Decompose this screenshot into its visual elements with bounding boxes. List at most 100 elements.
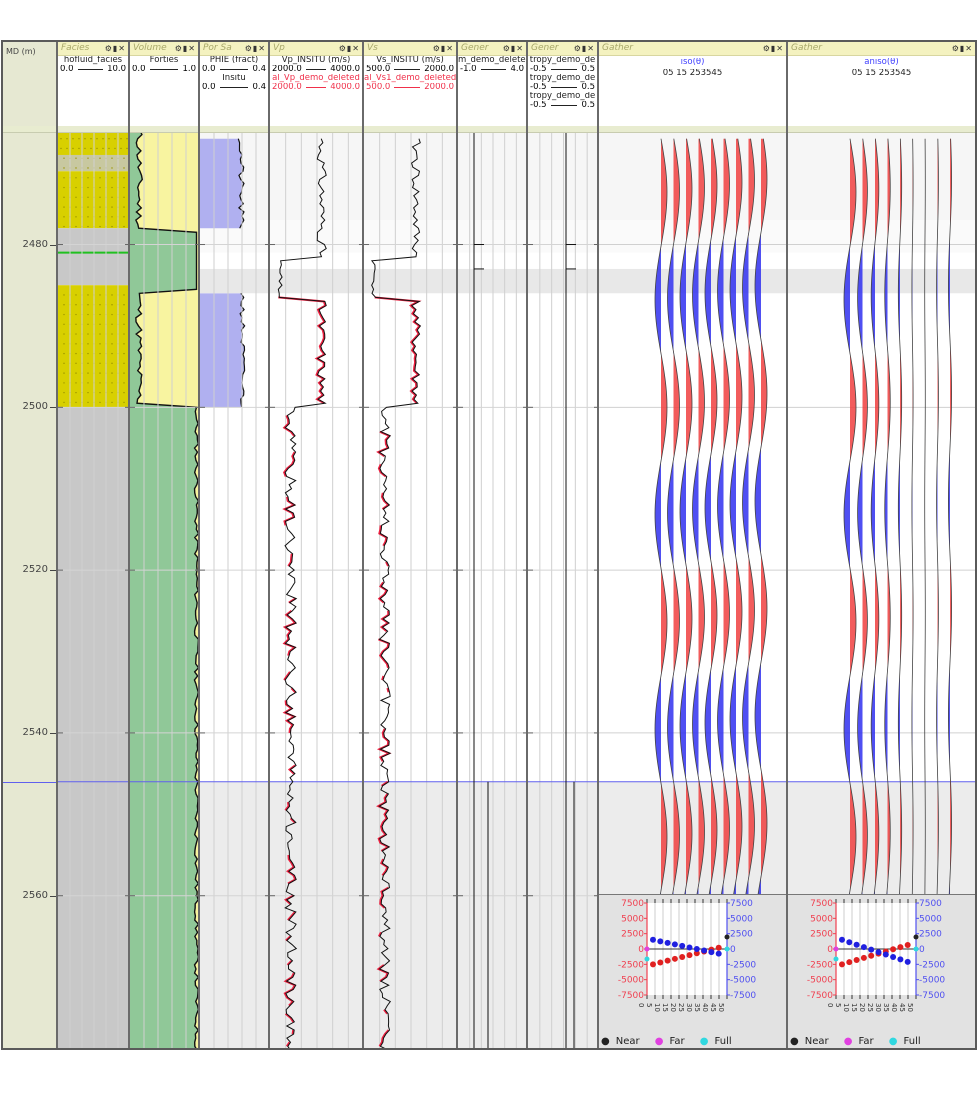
facies-track-body[interactable] bbox=[58, 133, 128, 1048]
svg-text:45: 45 bbox=[898, 1003, 906, 1012]
track-title-bar[interactable]: Facies ⚙▮✕ bbox=[58, 42, 128, 56]
svg-text:35: 35 bbox=[882, 1003, 890, 1012]
curve-scale: 500.0 2000.0 bbox=[366, 65, 454, 74]
gather-aniso-body[interactable]: 7500 7500 5000 5000 2500 2500 0 0 -2500 -2500 -500… bbox=[788, 133, 975, 1048]
svg-text:10: 10 bbox=[653, 1003, 661, 1012]
facies-track: Facies ⚙▮✕ hofluid_facies 0.0 10.0 bbox=[58, 42, 130, 1048]
track-title-bar[interactable]: Gener ⚙▮✕ bbox=[458, 42, 526, 56]
track-title-bar[interactable]: Por Sa ⚙▮✕ bbox=[200, 42, 268, 56]
track-title: Gather bbox=[602, 43, 633, 53]
svg-text:7500: 7500 bbox=[730, 899, 753, 909]
svg-text:5000: 5000 bbox=[919, 914, 942, 924]
svg-text:-2500: -2500 bbox=[807, 960, 833, 970]
track-controls-icons[interactable]: ⚙▮✕ bbox=[762, 44, 784, 53]
depth-tick bbox=[50, 407, 56, 409]
svg-text:-5000: -5000 bbox=[618, 976, 644, 986]
track-controls-icons[interactable]: ⚙▮✕ bbox=[338, 44, 360, 53]
depth-axis[interactable]: 2480250025202540256025802600262026402660… bbox=[3, 133, 56, 1048]
gen1-track-body[interactable] bbox=[458, 133, 526, 1048]
crossplot-iso[interactable]: 7500 7500 5000 5000 2500 2500 0 0 -2500 -2500 -500… bbox=[599, 894, 786, 1048]
header-separator bbox=[130, 126, 198, 133]
header-separator bbox=[528, 126, 597, 133]
track-controls-icons[interactable]: ⚙▮✕ bbox=[432, 44, 454, 53]
md-depth-track: MD (m) 248025002520254025602580260026202… bbox=[3, 42, 58, 1048]
svg-text:15: 15 bbox=[850, 1003, 858, 1012]
svg-text:-2500: -2500 bbox=[618, 960, 644, 970]
gen1-track-header[interactable]: Gener ⚙▮✕ m_demo_deleted -1.0 4.0 bbox=[458, 42, 526, 127]
md-track-header: MD (m) bbox=[3, 42, 56, 127]
curve-name: Vp_INSITU (m/s) bbox=[281, 56, 351, 65]
curve-scale: 0.0 0.4 bbox=[202, 83, 266, 92]
curve-name: tropy_demo_de bbox=[529, 74, 596, 83]
vp-track-header[interactable]: Vp ⚙▮✕ Vp_INSITU (m/s) 2000.0 4000.0 al_Vp… bbox=[270, 42, 362, 127]
track-title-bar[interactable]: Vs ⚙▮✕ bbox=[364, 42, 456, 56]
header-separator bbox=[599, 126, 786, 133]
track-title-bar[interactable]: Vp ⚙▮✕ bbox=[270, 42, 362, 56]
porsat-track-body[interactable] bbox=[200, 133, 268, 1048]
well-log-viewer: MD (m) 248025002520254025602580260026202… bbox=[1, 40, 977, 1050]
track-title-bar[interactable]: Gather ⚙▮✕ bbox=[788, 42, 975, 56]
svg-text:5000: 5000 bbox=[621, 914, 644, 924]
gather-iso-header[interactable]: Gather ⚙▮✕ iso(θ) 05 15 253545 bbox=[599, 42, 786, 127]
curve-name: Vs_INSITU (m/s) bbox=[376, 56, 444, 65]
track-title-bar[interactable]: Gener ⚙▮✕ bbox=[528, 42, 597, 56]
porsat-track-header[interactable]: Por Sa ⚙▮✕ PHIE (fract) 0.0 0.4 Insitu 0.0… bbox=[200, 42, 268, 127]
svg-text:0: 0 bbox=[827, 945, 833, 955]
svg-text:-5000: -5000 bbox=[730, 976, 756, 986]
track-title-bar[interactable]: Gather ⚙▮✕ bbox=[599, 42, 786, 56]
track-title: Vs bbox=[367, 43, 378, 53]
header-separator bbox=[3, 126, 56, 133]
svg-text:30: 30 bbox=[874, 1003, 882, 1012]
track-controls-icons[interactable]: ⚙▮✕ bbox=[174, 44, 196, 53]
svg-text:2500: 2500 bbox=[730, 930, 753, 940]
track-title: Vp bbox=[273, 43, 285, 53]
track-controls-icons[interactable]: ⚙▮✕ bbox=[104, 44, 126, 53]
facies-track-header[interactable]: Facies ⚙▮✕ hofluid_facies 0.0 10.0 bbox=[58, 42, 128, 127]
track-title: Volume bbox=[133, 43, 167, 53]
header-separator bbox=[270, 126, 362, 133]
svg-text:-2500: -2500 bbox=[730, 960, 756, 970]
svg-text:5: 5 bbox=[645, 1003, 653, 1007]
svg-text:-7500: -7500 bbox=[618, 991, 644, 1001]
svg-text:40: 40 bbox=[890, 1003, 898, 1012]
svg-text:5000: 5000 bbox=[730, 914, 753, 924]
track-title-bar[interactable]: Volume ⚙▮✕ bbox=[130, 42, 198, 56]
header-separator bbox=[788, 126, 975, 133]
curve-scale: 500.0 2000.0 bbox=[366, 83, 454, 92]
track-controls-icons[interactable]: ⚙▮✕ bbox=[573, 44, 595, 53]
curve-name: hofluid_facies bbox=[63, 56, 123, 65]
volume-track-header[interactable]: Volume ⚙▮✕ Forties 0.0 1.0 bbox=[130, 42, 198, 127]
track-controls-icons[interactable]: ⚙▮✕ bbox=[244, 44, 266, 53]
crossplot-aniso[interactable]: 7500 7500 5000 5000 2500 2500 0 0 -2500 -2500 -500… bbox=[788, 894, 975, 1048]
vp-track: Vp ⚙▮✕ Vp_INSITU (m/s) 2000.0 4000.0 al_Vp… bbox=[270, 42, 364, 1048]
vs-track-body[interactable] bbox=[364, 133, 456, 1048]
gather-aniso-header[interactable]: Gather ⚙▮✕ aniso(θ) 05 15 253545 bbox=[788, 42, 975, 127]
svg-text:2500: 2500 bbox=[621, 930, 644, 940]
svg-text:10: 10 bbox=[842, 1003, 850, 1012]
volume-track-body[interactable] bbox=[130, 133, 198, 1048]
vs-track-header[interactable]: Vs ⚙▮✕ Vs_INSITU (m/s) 500.0 2000.0 al_Vs1… bbox=[364, 42, 456, 127]
svg-text:-2500: -2500 bbox=[919, 960, 945, 970]
track-title: Gather bbox=[791, 43, 822, 53]
gather-iso-body[interactable]: 7500 7500 5000 5000 2500 2500 0 0 -2500 -2500 -500… bbox=[599, 133, 786, 1048]
depth-tick-label: 2520 bbox=[22, 564, 48, 576]
svg-text:7500: 7500 bbox=[810, 899, 833, 909]
svg-text:40: 40 bbox=[701, 1003, 709, 1012]
svg-text:-7500: -7500 bbox=[730, 991, 756, 1001]
curve-scale: -0.5 0.5 bbox=[530, 65, 595, 74]
svg-text:25: 25 bbox=[866, 1003, 874, 1012]
track-controls-icons[interactable]: ⚙▮✕ bbox=[951, 44, 973, 53]
track-title: Facies bbox=[61, 43, 90, 53]
vp-track-body[interactable] bbox=[270, 133, 362, 1048]
gen2-track-header[interactable]: Gener ⚙▮✕ tropy_demo_de -0.5 0.5 tropy_dem… bbox=[528, 42, 597, 127]
svg-text:2500: 2500 bbox=[919, 930, 942, 940]
gen2-track-body[interactable] bbox=[528, 133, 597, 1048]
track-title: Por Sa bbox=[203, 43, 232, 53]
track-controls-icons[interactable]: ⚙▮✕ bbox=[502, 44, 524, 53]
depth-tick-label: 2560 bbox=[22, 889, 48, 901]
curve-name: tropy_demo_de bbox=[529, 56, 596, 65]
depth-tick bbox=[50, 570, 56, 572]
generic-track-1: Gener ⚙▮✕ m_demo_deleted -1.0 4.0 bbox=[458, 42, 528, 1048]
svg-text:2500: 2500 bbox=[810, 930, 833, 940]
curve-name: PHIE (fract) bbox=[209, 56, 259, 65]
